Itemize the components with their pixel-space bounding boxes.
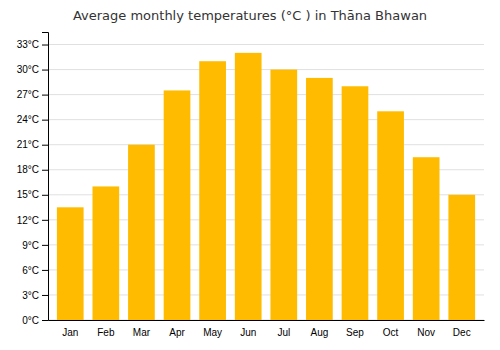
- y-tick-mark: [42, 170, 48, 171]
- bar: [164, 90, 191, 320]
- x-tick: Aug: [310, 327, 328, 338]
- grid-line: [48, 94, 484, 95]
- x-tick: Feb: [97, 327, 115, 338]
- y-tick-label: 15°C: [17, 189, 39, 200]
- grid-line: [48, 119, 484, 120]
- y-tick: 0°C: [22, 315, 48, 326]
- y-axis: 0°C 3°C 6°C 9°C 12°C 15°C 18°C 21°C 24°C 27°C 30°C…: [17, 33, 49, 326]
- grid: [48, 45, 484, 320]
- x-tick: Jun: [240, 327, 256, 338]
- y-tick: 21°C: [17, 139, 48, 150]
- y-tick: 18°C: [17, 164, 48, 175]
- x-tick-label: Jul: [277, 327, 290, 338]
- y-tick: 3°C: [22, 290, 48, 301]
- bar: [92, 186, 119, 320]
- x-tick: Oct: [383, 327, 399, 338]
- y-tick: 33°C: [17, 39, 48, 50]
- title: Average monthly temperatures (°C ) in Th…: [73, 8, 427, 23]
- x-tick-label: Apr: [169, 327, 185, 338]
- bar: [270, 70, 297, 320]
- y-tick-mark: [42, 195, 48, 196]
- y-tick-label: 6°C: [22, 265, 39, 276]
- bars: [57, 53, 475, 320]
- plot: 0°C 3°C 6°C 9°C 12°C 15°C 18°C 21°C 24°C 27°C 30°C…: [17, 33, 485, 339]
- chart: 0°C 3°C 6°C 9°C 12°C 15°C 18°C 21°C 24°C 27°C 30°C…: [0, 0, 500, 350]
- y-tick-label: 21°C: [17, 139, 39, 150]
- y-tick-label: 30°C: [17, 64, 39, 75]
- y-tick-mark: [42, 220, 48, 221]
- y-axis-line: [42, 33, 49, 321]
- y-tick: 24°C: [17, 114, 48, 125]
- y-tick: 15°C: [17, 189, 48, 200]
- grid-line: [48, 144, 484, 145]
- y-tick-mark: [42, 145, 48, 146]
- x-tick: Jul: [277, 327, 290, 338]
- x-tick: Sep: [346, 327, 364, 338]
- x-tick: Mar: [133, 327, 151, 338]
- x-axis: Jan Feb Mar Apr May Jun Jul Aug Sep Oct Nov Dec: [49, 321, 485, 339]
- y-tick-label: 12°C: [17, 215, 39, 226]
- y-tick-mark: [42, 270, 48, 271]
- y-tick-mark: [42, 320, 48, 321]
- y-tick-label: 33°C: [17, 39, 39, 50]
- grid-line: [48, 69, 484, 70]
- bar: [57, 207, 84, 320]
- x-tick-label: Aug: [310, 327, 328, 338]
- y-tick-mark: [42, 45, 48, 46]
- x-tick: May: [203, 327, 222, 338]
- y-tick-label: 9°C: [22, 240, 39, 251]
- bar: [199, 61, 226, 320]
- x-tick-label: Sep: [346, 327, 364, 338]
- bar: [306, 78, 333, 320]
- y-tick-label: 0°C: [22, 315, 39, 326]
- x-tick-label: Dec: [453, 327, 471, 338]
- x-tick-label: Jan: [62, 327, 78, 338]
- grid-line: [48, 44, 484, 45]
- y-tick-mark: [42, 95, 48, 96]
- x-tick-label: Mar: [133, 327, 151, 338]
- y-tick-mark: [42, 245, 48, 246]
- y-tick-mark: [42, 70, 48, 71]
- x-tick: Apr: [169, 327, 185, 338]
- y-tick-mark: [42, 295, 48, 296]
- y-tick: 30°C: [17, 64, 48, 75]
- bar: [413, 157, 440, 320]
- x-tick: Dec: [453, 327, 471, 338]
- x-tick-label: Nov: [417, 327, 435, 338]
- y-tick-label: 27°C: [17, 89, 39, 100]
- bar: [377, 111, 404, 320]
- y-tick-label: 18°C: [17, 164, 39, 175]
- bar: [235, 53, 262, 320]
- y-tick-label: 3°C: [22, 290, 39, 301]
- x-tick-label: May: [203, 327, 222, 338]
- y-tick: 27°C: [17, 89, 48, 100]
- y-tick-label: 24°C: [17, 114, 39, 125]
- x-axis-line: [49, 320, 485, 321]
- y-tick: 6°C: [22, 265, 48, 276]
- y-tick-mark: [42, 120, 48, 121]
- y-tick: 9°C: [22, 240, 48, 251]
- bar: [342, 86, 369, 320]
- bar: [448, 195, 475, 320]
- y-tick: 12°C: [17, 215, 48, 226]
- x-tick: Jan: [62, 327, 78, 338]
- x-tick-label: Oct: [383, 327, 399, 338]
- bar: [128, 145, 155, 320]
- x-tick: Nov: [417, 327, 435, 338]
- x-tick-label: Jun: [240, 327, 256, 338]
- x-tick-label: Feb: [97, 327, 115, 338]
